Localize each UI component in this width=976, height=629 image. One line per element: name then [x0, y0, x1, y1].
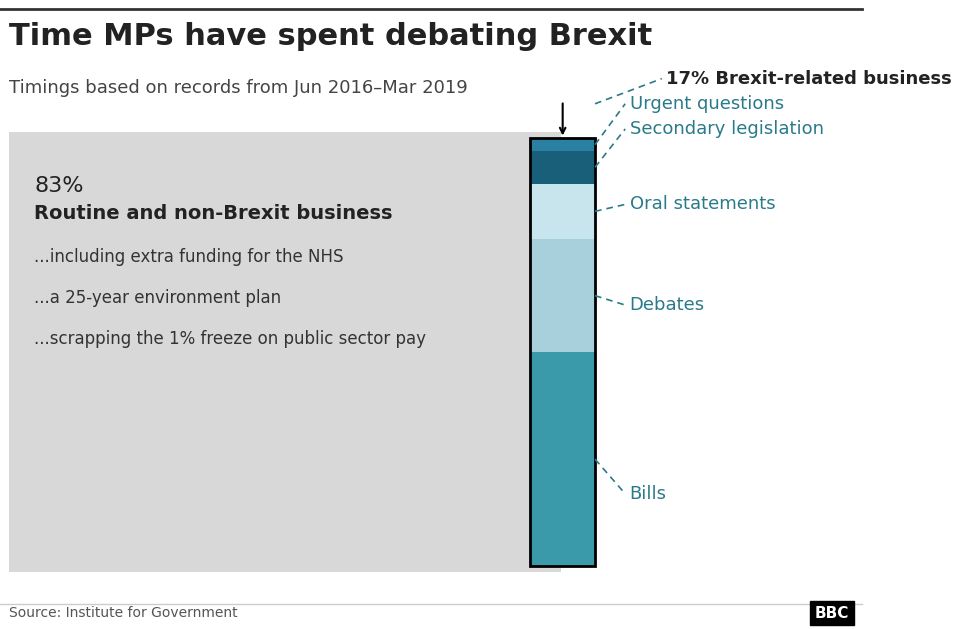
- Text: ...including extra funding for the NHS: ...including extra funding for the NHS: [34, 248, 344, 267]
- Bar: [530, 352, 595, 566]
- Bar: [530, 138, 595, 566]
- Text: 17% Brexit-related business: 17% Brexit-related business: [667, 70, 952, 87]
- Text: Secondary legislation: Secondary legislation: [630, 120, 824, 138]
- Text: BBC: BBC: [815, 606, 849, 621]
- Text: Urgent questions: Urgent questions: [630, 95, 784, 113]
- Text: 83%: 83%: [34, 176, 84, 196]
- Text: Debates: Debates: [630, 296, 705, 314]
- Bar: [530, 184, 595, 239]
- Bar: [530, 138, 595, 151]
- Bar: [530, 239, 595, 352]
- Text: Oral statements: Oral statements: [630, 196, 775, 213]
- Text: Time MPs have spent debating Brexit: Time MPs have spent debating Brexit: [9, 22, 652, 51]
- Bar: [530, 151, 595, 184]
- Text: ...a 25-year environment plan: ...a 25-year environment plan: [34, 289, 282, 308]
- Text: Source: Institute for Government: Source: Institute for Government: [9, 606, 237, 620]
- Text: Bills: Bills: [630, 485, 667, 503]
- Text: ...scrapping the 1% freeze on public sector pay: ...scrapping the 1% freeze on public sec…: [34, 330, 427, 348]
- Text: Timings based on records from Jun 2016–Mar 2019: Timings based on records from Jun 2016–M…: [9, 79, 468, 97]
- Text: Routine and non-Brexit business: Routine and non-Brexit business: [34, 204, 393, 223]
- Bar: [9, 132, 560, 572]
